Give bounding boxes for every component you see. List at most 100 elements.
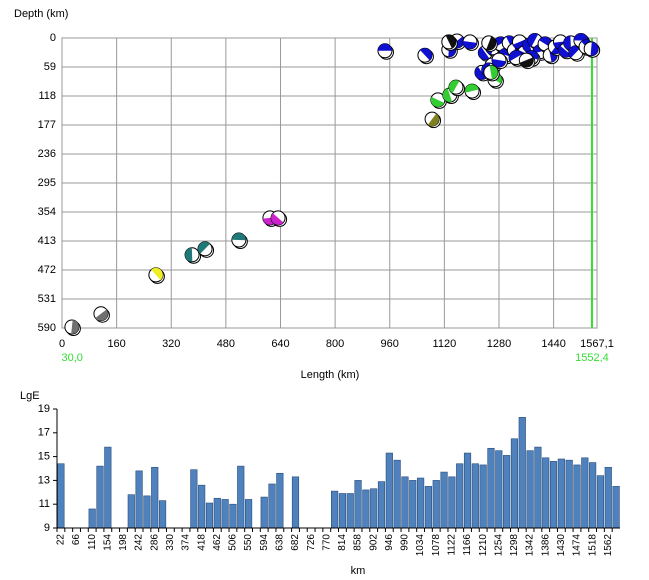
y-tick-label: 236 — [38, 148, 56, 160]
x-tick-label: 462 — [212, 534, 223, 551]
bar — [440, 471, 448, 529]
x-tick-label: 1078 — [431, 534, 442, 557]
bar — [198, 484, 206, 529]
x-tick-label: 1342 — [525, 534, 536, 557]
y-tick-label: 472 — [38, 264, 56, 276]
bar — [127, 494, 135, 529]
x-tick-label: 198 — [118, 534, 129, 551]
y-tick-label: 15 — [38, 451, 50, 463]
beach-ball — [184, 247, 202, 264]
bar — [424, 486, 433, 529]
x-tick-label: 1562 — [603, 534, 614, 557]
bar — [88, 508, 96, 529]
beach-ball — [377, 43, 394, 60]
ball-half — [465, 84, 479, 93]
x-tick-label: 1298 — [509, 534, 520, 557]
x-tick-label: 990 — [400, 534, 411, 551]
ball-half — [71, 320, 79, 334]
bar — [276, 472, 284, 529]
bar — [143, 495, 151, 529]
y-tick-label: 11 — [39, 498, 50, 510]
x-tick-label: 1518 — [587, 534, 598, 557]
bar — [542, 457, 550, 529]
y-tick-label: 118 — [38, 90, 56, 102]
bar — [409, 480, 417, 529]
x-tick-label: 550 — [243, 534, 254, 551]
x-tick-label: 814 — [337, 534, 348, 551]
bar — [158, 500, 167, 529]
ball-half — [95, 309, 108, 321]
ball-half — [445, 34, 456, 49]
beach-ball — [464, 83, 482, 101]
x-tick-label: 1166 — [462, 534, 473, 556]
ball-half — [590, 41, 599, 56]
beach-ball — [462, 34, 479, 51]
bar — [291, 476, 300, 529]
bar — [471, 463, 479, 529]
bar — [385, 452, 393, 529]
ball-half — [519, 57, 534, 68]
x-tick-label: 638 — [274, 534, 285, 551]
beach-ball — [430, 92, 447, 109]
x-tick-label: 286 — [149, 534, 160, 551]
marker-label: 1552,4 — [575, 352, 609, 364]
x-tick-label: 902 — [368, 534, 379, 551]
ball-half — [558, 45, 571, 58]
bar — [205, 502, 214, 529]
beach-ball — [424, 111, 442, 129]
x-tick-label: 154 — [102, 534, 113, 551]
y-tick-label: 13 — [38, 474, 50, 486]
x-tick-label: 858 — [353, 534, 364, 551]
bar — [463, 452, 472, 529]
beach-ball — [583, 41, 601, 58]
bar — [237, 465, 245, 529]
x-tick-label: 960 — [381, 338, 399, 350]
y-axis-label: Depth (km) — [14, 8, 68, 20]
bar — [526, 450, 534, 529]
ball-half — [478, 47, 490, 60]
bar — [331, 490, 339, 529]
x-tick-label: 418 — [196, 534, 207, 551]
x-tick-label: 1034 — [415, 534, 426, 557]
x-tick-label: 506 — [228, 534, 239, 551]
x-axis-label: km — [351, 565, 366, 577]
x-tick-label: 330 — [165, 534, 176, 551]
bar — [104, 446, 112, 529]
ball-half — [231, 233, 246, 241]
x-tick-label: 726 — [306, 534, 317, 551]
ball-half — [151, 267, 163, 281]
y-axis-label: LgE — [20, 390, 40, 402]
x-tick-label: 1430 — [556, 534, 567, 557]
bar — [432, 480, 440, 529]
bar — [362, 489, 370, 529]
bar — [377, 481, 386, 529]
bar — [354, 480, 362, 529]
bar — [338, 493, 346, 529]
ball-half — [489, 65, 498, 80]
ball-half — [442, 88, 452, 103]
bar — [604, 467, 612, 529]
bar — [448, 476, 456, 529]
ball-half — [271, 213, 284, 225]
bar — [549, 461, 558, 529]
ball-half — [377, 43, 392, 51]
bar — [456, 463, 464, 529]
x-tick-label: 0 — [59, 338, 65, 350]
x-tick-label: 640 — [271, 338, 289, 350]
ball-half — [563, 35, 572, 50]
marker-label: 30,0 — [62, 352, 83, 364]
x-tick-label: 946 — [384, 534, 395, 551]
x-tick-label: 110 — [87, 534, 98, 550]
x-tick-label: 1254 — [493, 534, 504, 557]
x-tick-label: 160 — [107, 338, 125, 350]
bar — [268, 483, 276, 529]
ball-half — [427, 113, 440, 127]
y-tick-label: 0 — [50, 32, 56, 44]
beach-ball — [270, 210, 288, 227]
beach-ball — [197, 241, 215, 258]
x-tick-label: 242 — [134, 534, 145, 551]
x-tick-label: 800 — [326, 338, 344, 350]
ball-half — [449, 80, 460, 94]
ball-half — [185, 247, 193, 262]
